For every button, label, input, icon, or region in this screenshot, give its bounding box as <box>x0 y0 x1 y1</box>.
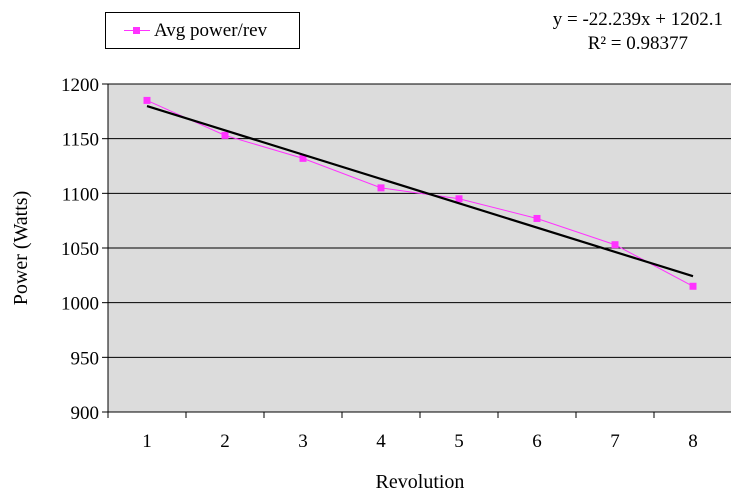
data-point-3 <box>299 154 307 162</box>
y-tick-label-1050: 1050 <box>61 239 99 260</box>
x-tick-label-3: 3 <box>298 431 308 452</box>
y-tick-label-1100: 1100 <box>62 184 99 205</box>
data-point-8 <box>689 282 697 290</box>
trendline <box>146 104 694 278</box>
x-tick-label-4: 4 <box>376 431 386 452</box>
y-tick-labels: 900 950 1000 1050 1100 1150 1200 <box>61 75 99 424</box>
x-tick-label-6: 6 <box>532 431 542 452</box>
y-tick-label-1200: 1200 <box>61 75 99 96</box>
data-point-5 <box>455 195 463 203</box>
x-tick-label-8: 8 <box>688 431 698 452</box>
x-tick-labels: 1 2 3 4 5 6 7 8 <box>142 431 698 452</box>
x-tick-label-2: 2 <box>220 431 230 452</box>
series-line <box>146 99 694 287</box>
x-axis-label: Revolution <box>376 471 465 491</box>
axis-ticks <box>102 83 655 418</box>
trendline-group <box>146 104 694 278</box>
y-tick-label-1000: 1000 <box>61 294 99 315</box>
series-group <box>143 96 697 290</box>
legend-label: Avg power/rev <box>154 20 268 41</box>
y-axis-label: Power (Watts) <box>10 191 32 305</box>
data-point-6 <box>533 214 541 222</box>
x-tick-label-5: 5 <box>454 431 464 452</box>
legend: Avg power/rev <box>105 12 300 49</box>
y-tick-label-1150: 1150 <box>62 130 99 151</box>
data-point-4 <box>377 184 385 192</box>
y-tick-label-900: 900 <box>71 403 100 424</box>
x-tick-label-1: 1 <box>142 431 152 452</box>
y-tick-label-950: 950 <box>71 348 100 369</box>
r-squared-text: R² = 0.98377 <box>587 33 689 54</box>
data-point-1 <box>143 96 151 104</box>
trendline-equation: y = -22.239x + 1202.1 R² = 0.98377 <box>553 8 723 56</box>
legend-square-marker <box>133 27 140 34</box>
data-point-7 <box>611 241 619 249</box>
equation-text: y = -22.239x + 1202.1 <box>552 9 723 30</box>
data-point-2 <box>221 131 229 139</box>
x-tick-label-7: 7 <box>610 431 620 452</box>
